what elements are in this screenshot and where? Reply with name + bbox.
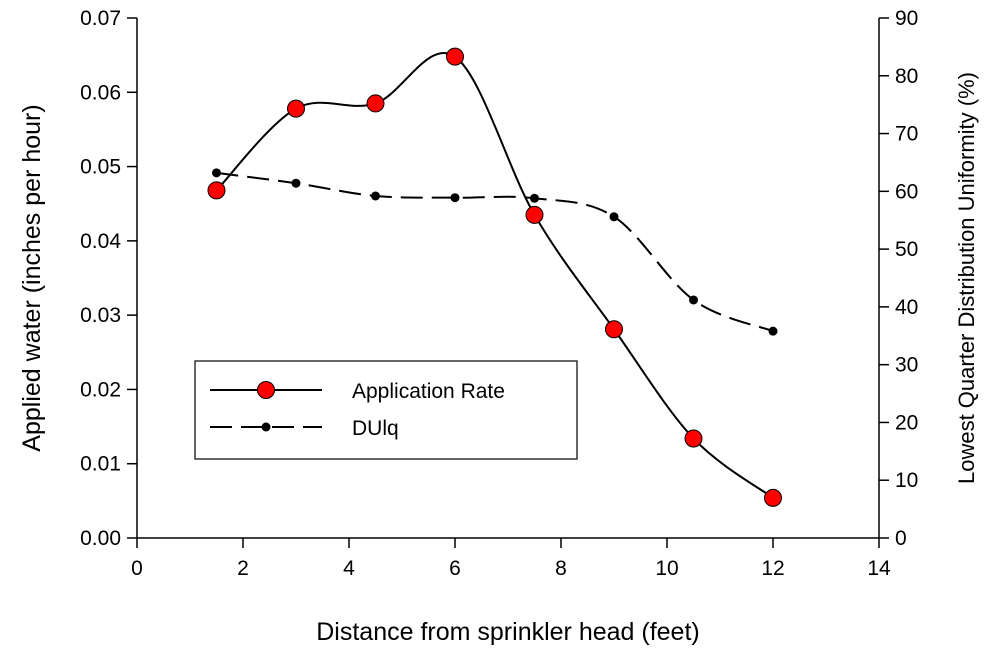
y2-tick-label: 20: [895, 411, 918, 434]
y2-tick-label: 80: [895, 65, 918, 88]
series-layer: [207, 47, 782, 507]
y-tick-label: 0.07: [80, 7, 121, 30]
data-point-application-rate: [207, 181, 226, 200]
x-tick-label: 12: [761, 557, 784, 580]
data-point-application-rate: [525, 205, 544, 224]
x-axis-ticks: 0 2 4 6 8 10 12 14: [131, 538, 891, 580]
series-line-application-rate: [215, 52, 774, 499]
x-tick-label: 14: [867, 557, 891, 580]
y-axis-title: Applied water (inches per hour): [18, 104, 46, 451]
data-point-application-rate: [366, 94, 385, 113]
x-tick-label: 2: [237, 557, 249, 580]
x-tick-label: 0: [131, 557, 143, 580]
y2-tick-label: 50: [895, 238, 918, 261]
y-tick-label: 0.02: [80, 378, 121, 401]
data-point-dulq: [212, 168, 221, 178]
y-axis-ticks: 0.00 0.01 0.02 0.03 0.04 0.05 0.06 0.07: [80, 7, 137, 550]
y2-tick-label: 10: [895, 469, 918, 492]
y2-tick-label: 70: [895, 123, 918, 146]
plot-frame: [136, 18, 880, 539]
x-axis-title: Distance from sprinkler head (feet): [316, 618, 699, 646]
data-point-dulq: [291, 178, 301, 188]
y2-tick-label: 90: [895, 7, 918, 30]
y2-tick-label: 60: [895, 180, 918, 203]
data-point-application-rate: [287, 99, 305, 118]
legend-swatch-dulq-marker: [261, 422, 271, 432]
data-point-application-rate: [446, 47, 464, 66]
data-point-application-rate: [684, 429, 703, 448]
y-tick-label: 0.04: [80, 230, 121, 253]
data-point-dulq: [689, 295, 698, 305]
y2-tick-label: 0: [895, 527, 907, 550]
y2-axis-title: Lowest Quarter Distribution Uniformity (…: [954, 72, 979, 484]
y2-tick-label: 30: [895, 354, 918, 377]
data-point-dulq: [530, 193, 539, 203]
data-point-dulq: [609, 212, 619, 222]
x-tick-label: 4: [343, 557, 355, 580]
data-point-dulq: [371, 191, 380, 201]
series-line-dulq: [216, 171, 774, 333]
y2-tick-label: 40: [895, 296, 918, 319]
y-tick-label: 0.05: [80, 156, 121, 179]
legend-box: [194, 360, 578, 460]
y-tick-label: 0.01: [80, 453, 121, 476]
x-tick-label: 10: [655, 557, 678, 580]
data-point-dulq: [450, 193, 460, 203]
y-tick-label: 0.03: [80, 304, 121, 327]
y2-axis-ticks: 0 10 20 30 40 50 60 70 80 90: [879, 7, 918, 550]
x-tick-label: 6: [449, 557, 461, 580]
x-tick-label: 8: [555, 557, 567, 580]
y-tick-label: 0.00: [80, 527, 121, 550]
data-point-application-rate: [605, 320, 623, 339]
data-point-application-rate: [764, 488, 782, 507]
data-point-dulq: [768, 326, 778, 336]
legend-label-dulq: DUlq: [352, 417, 399, 440]
y-tick-label: 0.06: [80, 81, 121, 104]
legend-label-application-rate: Application Rate: [352, 380, 505, 403]
legend: Application Rate DUlq: [194, 360, 578, 460]
legend-swatch-application-rate-marker: [257, 381, 275, 399]
